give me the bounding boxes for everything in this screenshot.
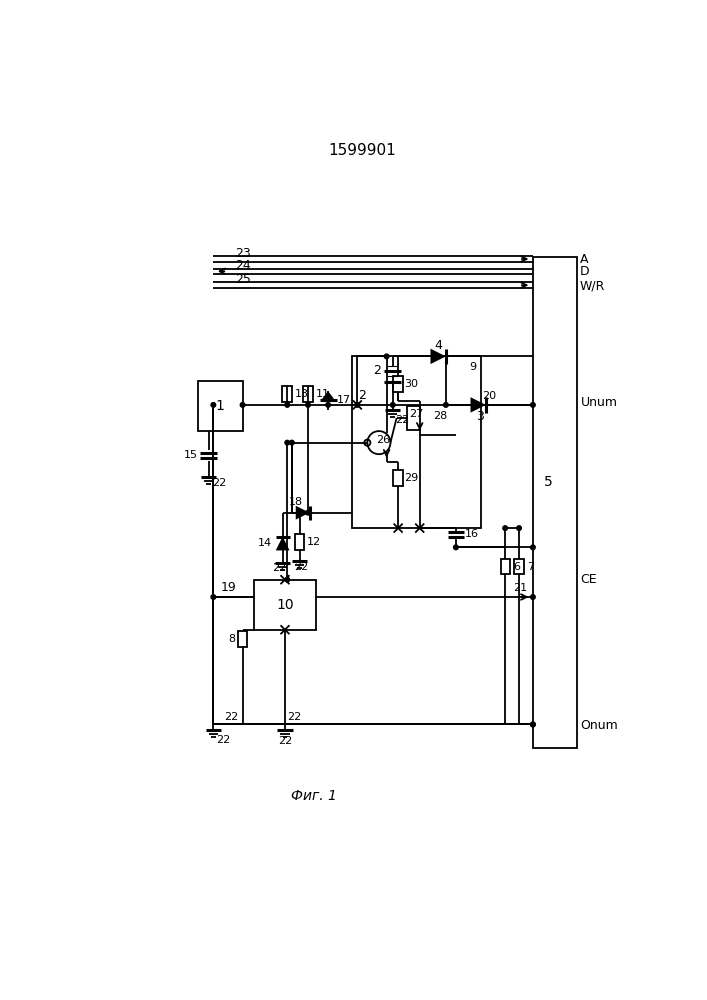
Text: 30: 30 [404, 379, 419, 389]
Text: 2: 2 [358, 389, 366, 402]
Text: Фиг. 1: Фиг. 1 [291, 789, 337, 803]
Text: D: D [580, 265, 590, 278]
Text: 22: 22 [278, 736, 292, 746]
Polygon shape [296, 506, 310, 520]
Text: Onum: Onum [580, 719, 619, 732]
Polygon shape [321, 391, 335, 400]
Bar [282, 386, 292, 402]
Text: 3: 3 [476, 410, 484, 423]
Circle shape [530, 722, 535, 727]
Text: W/R: W/R [580, 279, 605, 292]
Bar [407, 406, 420, 430]
Bar [533, 257, 577, 748]
Text: 24: 24 [235, 259, 250, 272]
Text: 11: 11 [316, 389, 329, 399]
Text: 19: 19 [221, 581, 237, 594]
Text: 10: 10 [276, 598, 294, 612]
Circle shape [390, 403, 395, 407]
Text: 17: 17 [337, 395, 351, 405]
Text: 22: 22 [395, 415, 409, 425]
Bar [254, 580, 316, 630]
Circle shape [530, 722, 535, 727]
Text: 21: 21 [513, 583, 527, 593]
Circle shape [285, 577, 290, 582]
Circle shape [326, 403, 330, 407]
Bar [393, 470, 403, 486]
Circle shape [211, 595, 216, 599]
Bar [198, 381, 243, 431]
Polygon shape [431, 349, 446, 364]
Circle shape [530, 403, 535, 407]
Text: 22: 22 [212, 478, 226, 488]
Circle shape [454, 545, 458, 550]
Circle shape [305, 510, 310, 515]
Text: 20: 20 [482, 391, 496, 401]
Text: 4: 4 [434, 339, 442, 352]
Text: 22: 22 [224, 712, 238, 722]
Circle shape [290, 440, 294, 445]
Text: 2: 2 [373, 364, 381, 377]
Circle shape [443, 403, 448, 407]
Text: 15: 15 [184, 450, 198, 460]
Circle shape [385, 354, 389, 359]
Text: 26: 26 [375, 435, 390, 445]
Text: 1: 1 [216, 399, 225, 413]
Text: 8: 8 [228, 634, 235, 644]
Text: 22: 22 [272, 563, 286, 573]
Circle shape [530, 545, 535, 550]
Text: 5: 5 [544, 475, 553, 489]
Bar [352, 356, 481, 528]
Text: A: A [580, 253, 588, 266]
Circle shape [240, 403, 245, 407]
Bar [295, 534, 304, 550]
Circle shape [355, 403, 360, 407]
Polygon shape [471, 397, 486, 413]
Text: 12: 12 [308, 537, 322, 547]
Text: 22: 22 [216, 735, 230, 745]
Text: 6: 6 [513, 562, 520, 572]
Text: 27: 27 [409, 409, 423, 419]
Bar [303, 386, 313, 402]
Text: 13: 13 [295, 389, 309, 399]
Circle shape [517, 526, 521, 530]
Circle shape [285, 440, 290, 445]
Text: 25: 25 [235, 273, 250, 286]
Bar [393, 376, 403, 392]
Bar [515, 559, 524, 574]
Text: 23: 23 [235, 247, 250, 260]
Bar [501, 559, 510, 574]
Bar [238, 631, 247, 647]
Circle shape [503, 526, 508, 530]
Circle shape [285, 403, 290, 407]
Text: 1599901: 1599901 [328, 143, 396, 158]
Text: 9: 9 [469, 362, 477, 372]
Text: 14: 14 [258, 538, 272, 548]
Polygon shape [276, 537, 290, 550]
Text: CE: CE [580, 573, 597, 586]
Circle shape [211, 403, 216, 407]
Circle shape [305, 403, 310, 407]
Text: 18: 18 [288, 497, 303, 507]
Text: 22: 22 [287, 712, 301, 722]
Text: Unum: Unum [580, 396, 618, 409]
Text: 22: 22 [294, 562, 308, 572]
Text: 16: 16 [465, 529, 479, 539]
Text: 29: 29 [404, 473, 419, 483]
Text: 28: 28 [433, 411, 447, 421]
Text: 7: 7 [527, 562, 534, 572]
Circle shape [530, 595, 535, 599]
